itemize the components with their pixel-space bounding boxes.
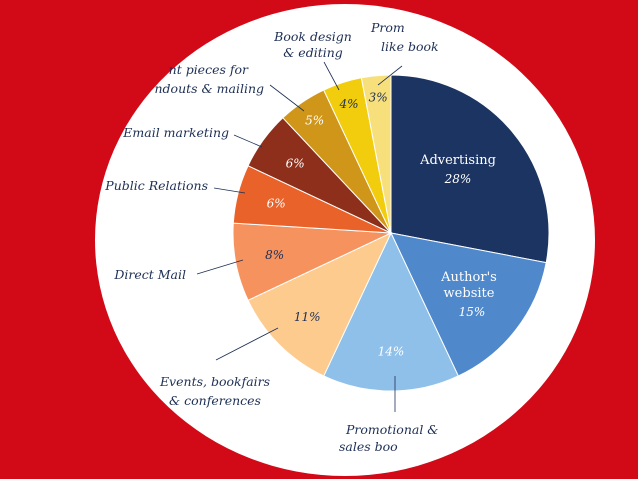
leader-bookmark: [377, 65, 403, 86]
label-bookmarks-line1: Prom: [370, 20, 405, 35]
pie-percent-7: 6%: [286, 156, 305, 170]
label-promotional-line1: Promotional &: [345, 422, 438, 437]
label-bookmarks-line2: like book: [381, 39, 439, 54]
pie-percent-8: 5%: [305, 114, 324, 128]
pie-percent-10: 3%: [369, 91, 388, 105]
pie-percent-2: 15%: [459, 305, 486, 319]
leader-pr: [213, 187, 246, 194]
label-website-line1: Author's: [440, 270, 497, 285]
pie-slice-2: [390, 232, 547, 377]
label-events-line2: & conferences: [169, 393, 261, 408]
label-website-line2: website: [444, 286, 495, 301]
pie-slice-3: [323, 231, 459, 392]
leader-events: [215, 327, 279, 361]
pie-slice-4: [247, 231, 393, 377]
pie-slice-1: [390, 74, 550, 264]
pie-percent-4: 11%: [294, 310, 321, 324]
leader-design: [323, 61, 340, 91]
pie-percent-9: 4%: [338, 97, 358, 111]
label-advertising: Advertising: [419, 153, 496, 168]
pie-percent-1: 28%: [444, 172, 472, 186]
label-book-design-line1: Book design: [273, 29, 352, 44]
label-book-design-line2: & editing: [283, 45, 343, 60]
pie-percent-5: 8%: [265, 248, 284, 262]
label-print-line2: ndouts & mailing: [155, 81, 265, 96]
leader-direct-mail: [196, 259, 244, 275]
pie-percent-labels: 28% 15% 14% 11% 8% 6% 6% 5% 4% 3%: [265, 91, 485, 359]
label-public-relations: Public Relations: [104, 178, 208, 193]
pie-percent-6: 6%: [267, 197, 286, 211]
leader-email: [233, 134, 263, 148]
label-email-marketing: Email marketing: [122, 125, 229, 140]
leader-print: [269, 84, 305, 112]
label-promotional-line2: sales boo: [339, 439, 398, 454]
label-direct-mail: Direct Mail: [113, 267, 186, 282]
pie-percent-3: 14%: [378, 345, 405, 359]
label-events-line1: Events, bookfairs: [159, 374, 270, 389]
label-print-line1: nt pieces for: [169, 62, 249, 77]
